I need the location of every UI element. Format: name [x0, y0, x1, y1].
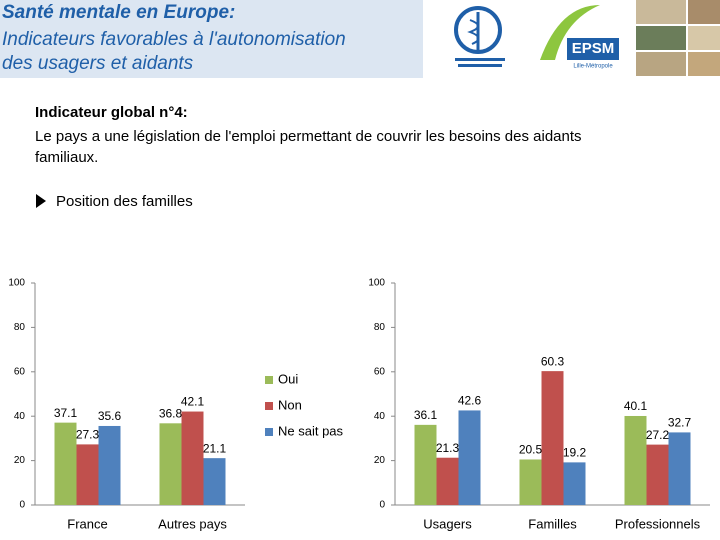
bar	[519, 459, 542, 505]
y-tick-label: 40	[14, 411, 26, 422]
legend-swatch	[265, 376, 273, 384]
x-tick-label: Autres pays	[158, 516, 227, 531]
x-tick-label: Usagers	[423, 516, 472, 531]
value-label: 42.1	[181, 395, 205, 409]
legend-label: Oui	[278, 371, 298, 386]
heading: Indicateur global n°4:	[35, 104, 188, 121]
value-label: 40.1	[624, 399, 648, 413]
legend-swatch	[265, 402, 273, 410]
photos	[636, 0, 720, 76]
bar	[541, 371, 564, 505]
legend-swatch	[265, 428, 273, 436]
bar	[668, 432, 691, 505]
bar	[159, 423, 182, 505]
who-logo	[454, 6, 505, 67]
value-label: 21.3	[436, 441, 460, 455]
value-label: 19.2	[563, 446, 587, 460]
value-label: 27.2	[646, 428, 670, 442]
value-label: 36.1	[414, 408, 438, 422]
value-label: 32.7	[668, 416, 692, 430]
y-tick-label: 100	[8, 278, 25, 289]
bar	[414, 424, 437, 505]
legend-label: Non	[278, 397, 302, 412]
bar	[181, 411, 204, 505]
bar	[436, 457, 459, 505]
bar	[98, 425, 121, 505]
value-label: 37.1	[54, 406, 78, 420]
y-tick-label: 20	[374, 455, 386, 466]
title: Santé mentale en Europe:	[2, 2, 236, 23]
y-tick-label: 80	[14, 322, 26, 333]
bar	[646, 444, 669, 505]
value-label: 21.1	[203, 441, 227, 455]
x-tick-label: France	[67, 516, 107, 531]
bullet-arrow	[36, 194, 46, 208]
legend-label: Ne sait pas	[278, 423, 344, 438]
y-tick-label: 80	[374, 322, 386, 333]
bar	[624, 415, 647, 505]
bullet-text: Position des familles	[56, 193, 193, 210]
bar	[54, 422, 77, 505]
bar	[458, 410, 481, 505]
x-tick-label: Familles	[528, 516, 577, 531]
y-tick-label: 100	[368, 278, 385, 289]
x-tick-label: Professionnels	[615, 516, 701, 531]
y-tick-label: 0	[19, 500, 25, 511]
y-tick-label: 60	[374, 366, 386, 377]
y-tick-label: 0	[379, 500, 385, 511]
y-tick-label: 40	[374, 411, 386, 422]
value-label: 27.3	[76, 428, 100, 442]
y-tick-label: 20	[14, 455, 26, 466]
epsm-text: EPSM	[572, 40, 615, 57]
bar	[76, 444, 99, 505]
value-label: 35.6	[98, 409, 122, 423]
value-label: 20.5	[519, 443, 543, 457]
epsm-logo: EPSM Lille-Métropole	[540, 5, 619, 70]
header-band	[0, 0, 423, 78]
epsm-sub: Lille-Métropole	[573, 64, 613, 70]
subtitle-line: des usagers et aidants	[2, 53, 194, 74]
body-text: Le pays a une législation de l'emploi pe…	[35, 128, 582, 166]
value-label: 60.3	[541, 354, 565, 368]
value-label: 36.8	[159, 406, 183, 420]
bar	[203, 458, 226, 505]
value-label: 42.6	[458, 394, 482, 408]
bar	[563, 462, 586, 505]
y-tick-label: 60	[14, 366, 26, 377]
subtitle-line: Indicateurs favorables à l'autonomisatio…	[2, 29, 346, 50]
